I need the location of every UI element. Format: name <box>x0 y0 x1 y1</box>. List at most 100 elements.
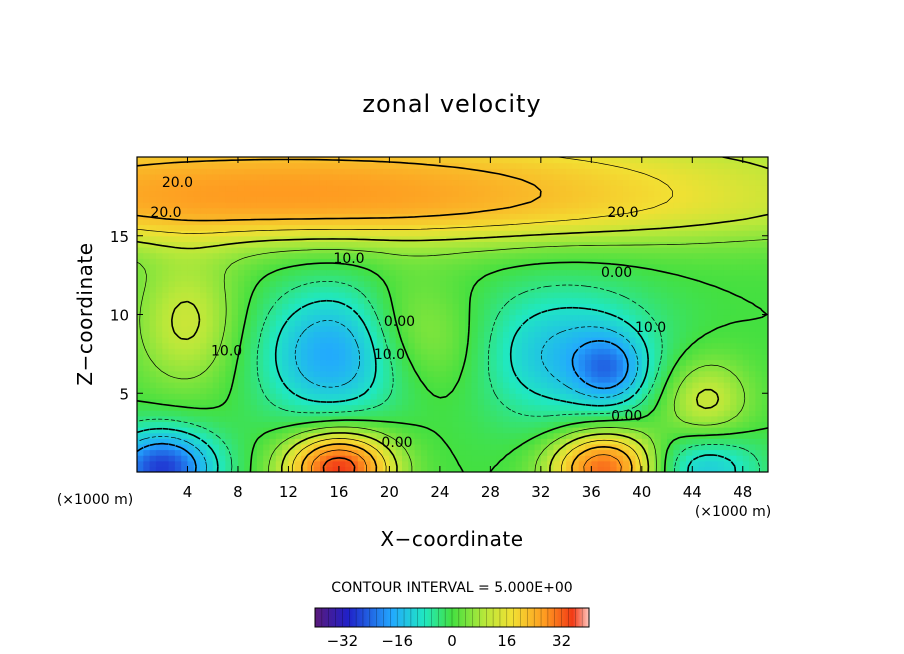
field-cell <box>162 466 170 472</box>
field-cell <box>250 370 258 377</box>
field-cell <box>357 224 365 231</box>
field-cell <box>477 320 485 327</box>
field-cell <box>578 213 586 220</box>
field-cell <box>553 308 561 316</box>
field-cell <box>692 393 700 400</box>
field-cell <box>389 466 397 472</box>
field-cell <box>730 443 738 451</box>
field-cell <box>597 393 605 400</box>
field-cell <box>484 280 491 287</box>
field-cell <box>137 370 144 377</box>
field-cell <box>641 365 649 372</box>
field-cell <box>730 241 738 248</box>
field-cell <box>357 320 365 327</box>
field-cell <box>603 263 611 271</box>
field-cell <box>711 320 719 327</box>
field-cell <box>414 432 422 439</box>
field-cell <box>187 421 195 428</box>
field-cell <box>484 241 491 248</box>
field-cell <box>616 202 624 209</box>
field-cell <box>168 393 176 400</box>
field-cell <box>256 303 264 310</box>
field-cell <box>742 202 750 209</box>
field-cell <box>250 308 258 316</box>
field-cell <box>420 308 428 316</box>
field-cell <box>641 207 649 214</box>
field-cell <box>263 466 271 472</box>
field-cell <box>433 466 441 472</box>
field-cell <box>206 320 214 327</box>
field-cell <box>591 235 599 242</box>
field-cell <box>723 359 731 366</box>
field-cell <box>692 376 700 383</box>
field-cell <box>635 218 643 226</box>
field-cell <box>679 404 687 411</box>
field-cell <box>332 342 340 349</box>
field-cell <box>477 455 485 462</box>
field-cell <box>667 292 674 299</box>
field-cell <box>414 449 422 456</box>
field-cell <box>332 449 340 456</box>
field-cell <box>168 297 176 304</box>
field-cell <box>635 460 643 467</box>
field-cell <box>193 427 201 434</box>
field-cell <box>313 342 321 349</box>
field-cell <box>730 382 738 389</box>
field-cell <box>370 247 378 254</box>
field-cell <box>288 213 296 220</box>
field-cell <box>408 286 416 293</box>
field-cell <box>572 466 580 472</box>
field-cell <box>275 382 283 389</box>
field-cell <box>212 466 220 472</box>
field-cell <box>673 258 681 265</box>
field-cell <box>654 320 662 327</box>
field-cell <box>332 382 340 389</box>
field-cell <box>452 190 460 197</box>
field-cell <box>603 359 611 366</box>
field-cell <box>187 280 195 287</box>
field-cell <box>534 393 542 400</box>
field-cell <box>168 348 176 355</box>
field-cell <box>635 280 643 287</box>
field-cell <box>496 432 504 439</box>
field-cell <box>137 314 144 321</box>
field-cell <box>326 370 334 377</box>
field-cell <box>698 466 706 472</box>
field-cell <box>502 376 510 383</box>
field-cell <box>559 207 567 214</box>
field-cell <box>231 275 239 282</box>
field-cell <box>509 258 517 265</box>
field-cell <box>332 443 340 451</box>
field-cell <box>200 320 208 327</box>
field-cell <box>509 308 517 316</box>
field-cell <box>648 359 656 366</box>
field-cell <box>540 460 548 467</box>
field-cell <box>673 314 681 321</box>
field-cell <box>256 376 264 383</box>
field-cell <box>515 241 523 248</box>
field-cell <box>534 376 542 383</box>
field-cell <box>231 410 239 417</box>
field-cell <box>585 460 592 467</box>
field-cell <box>288 258 296 265</box>
field-cell <box>427 275 435 282</box>
field-cell <box>332 320 340 327</box>
field-cell <box>654 247 662 254</box>
field-cell <box>679 320 687 327</box>
field-cell <box>755 410 763 417</box>
field-cell <box>458 263 466 271</box>
field-cell <box>471 286 479 293</box>
field-cell <box>313 269 321 276</box>
field-cell <box>364 275 372 282</box>
field-cell <box>231 376 239 383</box>
field-cell <box>301 421 308 428</box>
field-cell <box>547 320 555 327</box>
field-cell <box>553 393 561 400</box>
field-cell <box>692 308 700 316</box>
field-cell <box>307 258 315 265</box>
field-cell <box>288 382 296 389</box>
field-cell <box>742 280 750 287</box>
field-cell <box>591 376 599 383</box>
field-cell <box>622 263 630 271</box>
field-cell <box>446 325 454 332</box>
